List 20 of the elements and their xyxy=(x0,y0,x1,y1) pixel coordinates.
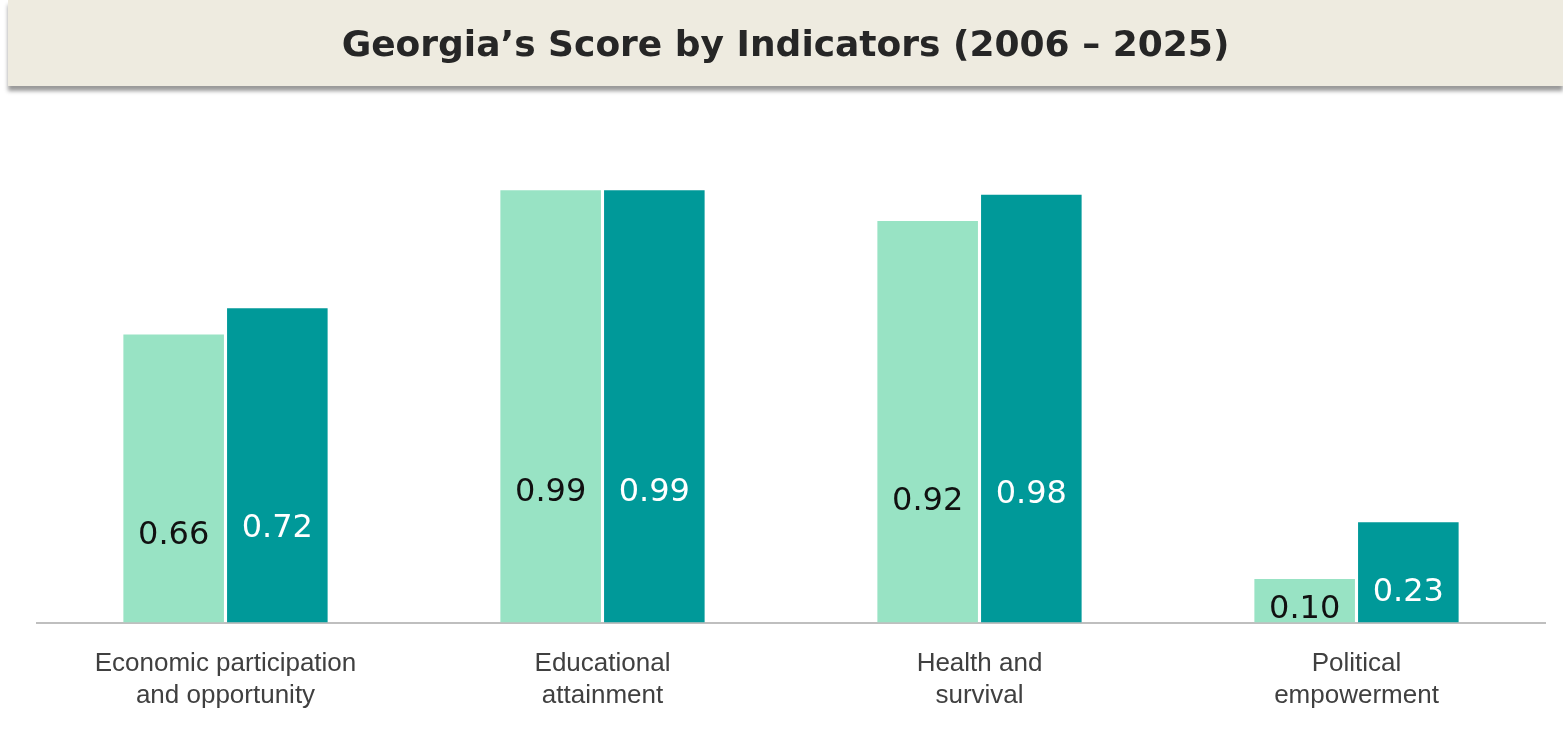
data-label: 0.99 xyxy=(618,471,690,510)
x-tick-label: Educational attainment xyxy=(534,647,671,709)
data-label: 0.23 xyxy=(1372,570,1444,609)
bar xyxy=(227,308,328,623)
bar xyxy=(500,190,601,623)
data-label: 0.99 xyxy=(515,471,587,510)
data-label: 0.98 xyxy=(995,472,1067,511)
data-label: 0.66 xyxy=(138,514,210,553)
data-label: 0.92 xyxy=(892,480,964,519)
data-label: 0.72 xyxy=(241,506,313,545)
data-label: 0.10 xyxy=(1269,587,1341,626)
bar xyxy=(877,220,978,623)
bar xyxy=(123,334,224,623)
x-tick-label: Political empowerment xyxy=(1274,647,1440,709)
x-tick-label: Health and survival xyxy=(916,647,1043,709)
bar xyxy=(604,190,705,623)
chart-title: Georgia’s Score by Indicators (2006 – 2025) xyxy=(8,0,1563,86)
bar xyxy=(981,194,1082,623)
bar xyxy=(1358,522,1459,623)
x-tick-label: Economic participation and opportunity xyxy=(94,647,357,709)
